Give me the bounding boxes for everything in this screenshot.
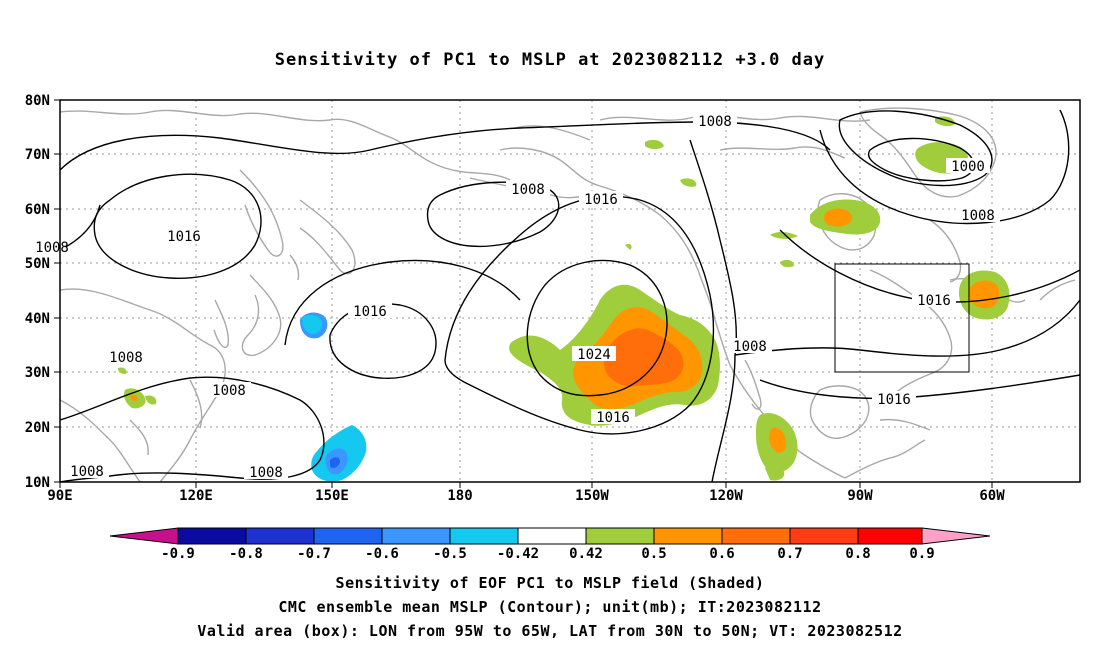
- svg-text:1016: 1016: [596, 410, 630, 426]
- svg-text:1008: 1008: [109, 350, 143, 366]
- lon-label: 150E: [315, 488, 349, 504]
- colorbar-tick: -0.5: [433, 546, 467, 562]
- contour-label: 1008: [207, 382, 251, 399]
- lat-label: 60N: [25, 202, 50, 218]
- colorbar-tick: -0.7: [297, 546, 331, 562]
- colorbar-right-arrow: [921, 527, 991, 545]
- contour-label: 1016: [591, 409, 635, 426]
- lon-label: 90W: [847, 488, 873, 504]
- lon-label: 150W: [575, 488, 609, 504]
- colorbar-cell: [517, 527, 587, 545]
- svg-text:1024: 1024: [577, 347, 611, 363]
- lat-labels: 80N 70N 60N 50N 40N 30N 20N 10N: [25, 93, 50, 491]
- colorbar-tick: -0.9: [161, 546, 195, 562]
- contour-label: 1016: [912, 292, 956, 309]
- svg-text:1016: 1016: [584, 192, 618, 208]
- lat-label: 80N: [25, 93, 50, 109]
- valid-area-box: [834, 263, 970, 373]
- svg-text:1008: 1008: [70, 464, 104, 480]
- lon-label: 120W: [709, 488, 743, 504]
- lon-label: 60W: [979, 488, 1005, 504]
- colorbar-cell: [789, 527, 859, 545]
- coastlines: [60, 107, 1076, 482]
- svg-text:1000: 1000: [951, 159, 985, 175]
- map-title: Sensitivity of PC1 to MSLP at 2023082112…: [274, 50, 826, 70]
- colorbar-tick: 0.7: [777, 546, 802, 562]
- colorbar-cell: [313, 527, 383, 545]
- lat-label: 30N: [25, 365, 50, 381]
- colorbar-cell: [449, 527, 519, 545]
- colorbar: [109, 527, 991, 545]
- lon-label: 180: [447, 488, 472, 504]
- svg-text:1016: 1016: [917, 293, 951, 309]
- colorbar-cell: [381, 527, 451, 545]
- contour-label: 1008: [728, 338, 772, 355]
- caption-line-3: Valid area (box): LON from 95W to 65W, L…: [197, 622, 903, 640]
- colorbar-cell: [857, 527, 923, 545]
- contour-label: 1024: [572, 346, 616, 363]
- lon-label: 120E: [179, 488, 213, 504]
- contour-label: 1008: [104, 349, 148, 366]
- lon-label: 90E: [47, 488, 72, 504]
- svg-text:1008: 1008: [733, 339, 767, 355]
- svg-text:1008: 1008: [212, 383, 246, 399]
- contour-label: 1008: [693, 113, 737, 130]
- contour-label: 1008: [244, 464, 288, 481]
- colorbar-tick: 0.42: [569, 546, 603, 562]
- tick-marks: [54, 99, 993, 488]
- svg-text:1016: 1016: [353, 304, 387, 320]
- contour-label: 1016: [162, 228, 206, 245]
- colorbar-cell: [245, 527, 315, 545]
- svg-text:1016: 1016: [167, 229, 201, 245]
- contour-label: 1016: [579, 191, 623, 208]
- lat-label: 50N: [25, 256, 50, 272]
- contour-label: 1016: [872, 391, 916, 408]
- contour-label: 1000: [946, 158, 990, 175]
- lat-label: 70N: [25, 147, 50, 163]
- svg-text:1008: 1008: [249, 465, 283, 481]
- contour-label: 1016: [348, 303, 392, 320]
- colorbar-tick: 0.8: [845, 546, 870, 562]
- colorbar-tick: 0.6: [709, 546, 734, 562]
- colorbar-left-arrow: [109, 527, 179, 545]
- colorbar-tick: 0.5: [641, 546, 666, 562]
- lon-labels: 90E 120E 150E 180 150W 120W 90W 60W: [47, 488, 1005, 504]
- contour-label: 1008: [506, 181, 550, 198]
- colorbar-labels: -0.9 -0.8 -0.7 -0.6 -0.5 -0.42 0.42 0.5 …: [161, 546, 935, 562]
- colorbar-tick: 0.9: [909, 546, 934, 562]
- caption-line-1: Sensitivity of EOF PC1 to MSLP field (Sh…: [335, 574, 765, 592]
- colorbar-cell: [177, 527, 247, 545]
- contour-label: 1008: [35, 239, 69, 256]
- lat-label: 40N: [25, 311, 50, 327]
- svg-text:1008: 1008: [35, 240, 69, 256]
- svg-text:1008: 1008: [511, 182, 545, 198]
- colorbar-cell: [585, 527, 655, 545]
- lat-label: 20N: [25, 420, 50, 436]
- colorbar-cell: [721, 527, 791, 545]
- caption-line-2: CMC ensemble mean MSLP (Contour); unit(m…: [278, 598, 822, 616]
- colorbar-tick: -0.42: [497, 546, 539, 562]
- plot-area: [60, 100, 1080, 482]
- contour-label: 1008: [956, 207, 1000, 224]
- plot-frame: [59, 99, 1081, 483]
- svg-text:1008: 1008: [961, 208, 995, 224]
- lat-label: 10N: [25, 475, 50, 491]
- contour-label: 1008: [65, 463, 109, 480]
- svg-text:1008: 1008: [698, 114, 732, 130]
- colorbar-cell: [653, 527, 723, 545]
- svg-text:1016: 1016: [877, 392, 911, 408]
- colorbar-tick: -0.8: [229, 546, 263, 562]
- contour-labels: 1008 1008 1008 1000 1008 1016 1016 1016 …: [35, 113, 1000, 481]
- colorbar-tick: -0.6: [365, 546, 399, 562]
